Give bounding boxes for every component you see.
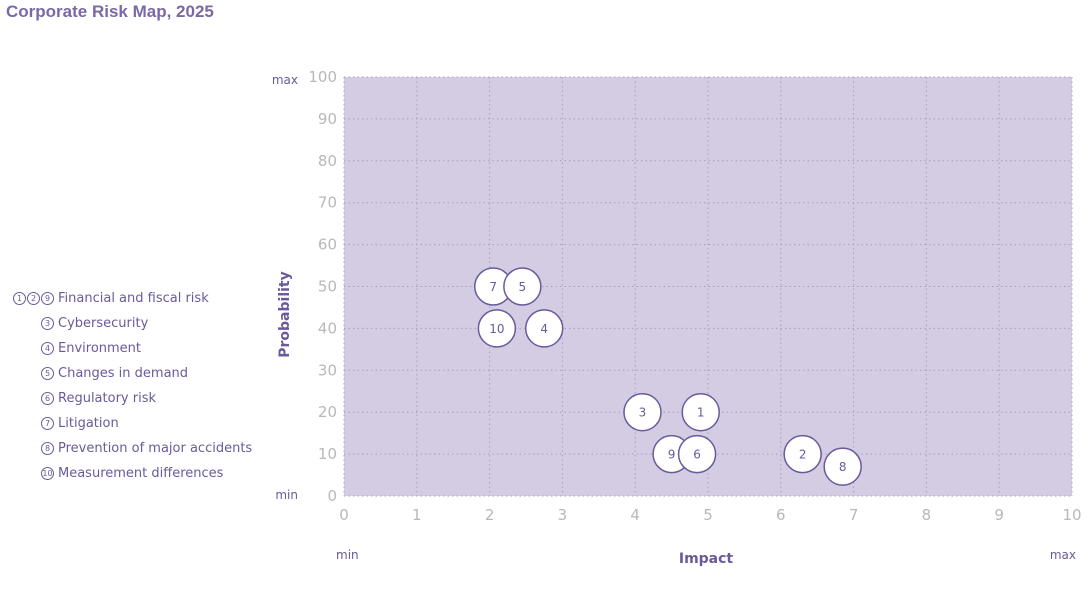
legend-markers: 6 [6,390,54,408]
y-tick-label: 0 [327,487,337,505]
risk-marker-label: 10 [489,322,504,336]
x-tick-label: 0 [339,506,349,524]
x-tick-label: 6 [776,506,786,524]
x-max-label: max [1050,548,1076,562]
legend-item: 8 Prevention of major accidents [6,440,252,465]
legend-item: 7 Litigation [6,415,246,440]
risk-marker-label: 8 [839,460,847,474]
legend-label: Litigation [58,416,119,431]
x-tick-label: 5 [703,506,713,524]
y-tick-label: 80 [318,152,337,170]
y-tick-label: 40 [318,319,337,337]
legend-marker: 7 [41,417,54,430]
y-tick-label: 20 [318,403,337,421]
legend-item: 10 Measurement differences [6,465,246,490]
risk-marker-label: 4 [540,322,548,336]
x-tick-label: 3 [558,506,568,524]
legend: 1 2 9 Financial and fiscal risk 3 Cybersecuri… [6,290,252,490]
legend-markers: 10 [6,465,54,483]
legend-markers: 3 [6,315,54,333]
risk-marker-label: 9 [668,448,676,462]
risk-marker [677,434,717,474]
legend-markers: 4 [6,340,54,358]
legend-marker: 8 [41,442,54,455]
risk-marker [783,434,822,474]
risk-marker [623,392,662,432]
y-tick-label: 70 [318,194,337,212]
legend-marker: 4 [41,342,54,355]
legend-label: Financial and fiscal risk [58,291,209,306]
risk-marker [503,267,542,306]
legend-marker: 6 [41,392,54,405]
legend-markers: 8 [6,440,54,458]
legend-label: Prevention of major accidents [58,441,253,456]
legend-item: 3 Cybersecurity [6,315,246,340]
x-tick-label: 8 [922,506,932,524]
legend-label: Environment [58,341,142,356]
legend-item: 1 2 9 Financial and fiscal risk [6,290,246,315]
y-axis-title: Probability [277,271,293,358]
legend-marker: 2 [27,292,40,305]
risk-marker [524,309,564,348]
risk-marker-label: 2 [799,448,807,462]
x-tick-label: 1 [412,506,422,524]
y-tick-label: 30 [318,361,337,379]
legend-markers: 5 [6,365,54,383]
y-tick-label: 90 [318,110,337,128]
x-tick-label: 2 [485,506,495,524]
risk-marker [477,309,517,348]
legend-item: 6 Regulatory risk [6,390,246,415]
legend-marker: 5 [41,367,54,380]
y-min-label: min [275,488,298,502]
x-tick-label: 9 [994,506,1004,524]
legend-label: Measurement differences [58,466,224,481]
legend-marker: 1 [13,292,26,305]
risk-marker [823,447,862,486]
y-tick-label: 10 [318,445,337,463]
legend-marker: 9 [41,292,54,305]
x-axis-title: Impact [679,551,734,567]
risk-marker-label: 6 [693,448,701,462]
legend-label: Cybersecurity [58,316,149,331]
y-tick-label: 100 [308,68,337,86]
x-tick-label: 10 [1062,506,1081,524]
y-tick-label: 50 [318,278,337,296]
risk-marker [681,392,720,432]
legend-marker: 3 [41,317,54,330]
x-tick-label: 7 [849,506,859,524]
risk-marker-label: 3 [639,406,647,420]
risk-marker-label: 7 [489,280,497,294]
y-max-label: max [272,73,298,87]
risk-marker-label: 1 [697,406,705,420]
legend-label: Regulatory risk [58,391,156,406]
x-tick-label: 4 [630,506,640,524]
legend-item: 5 Changes in demand [6,365,246,390]
legend-item: 4 Environment [6,340,246,365]
legend-markers: 7 [6,415,54,433]
y-tick-label: 60 [318,236,337,254]
chart-title: Corporate Risk Map, 2025 [6,2,214,21]
legend-label: Changes in demand [58,366,189,381]
risk-marker-label: 5 [519,280,527,294]
x-min-label: min [336,548,359,562]
legend-marker: 10 [41,467,54,480]
